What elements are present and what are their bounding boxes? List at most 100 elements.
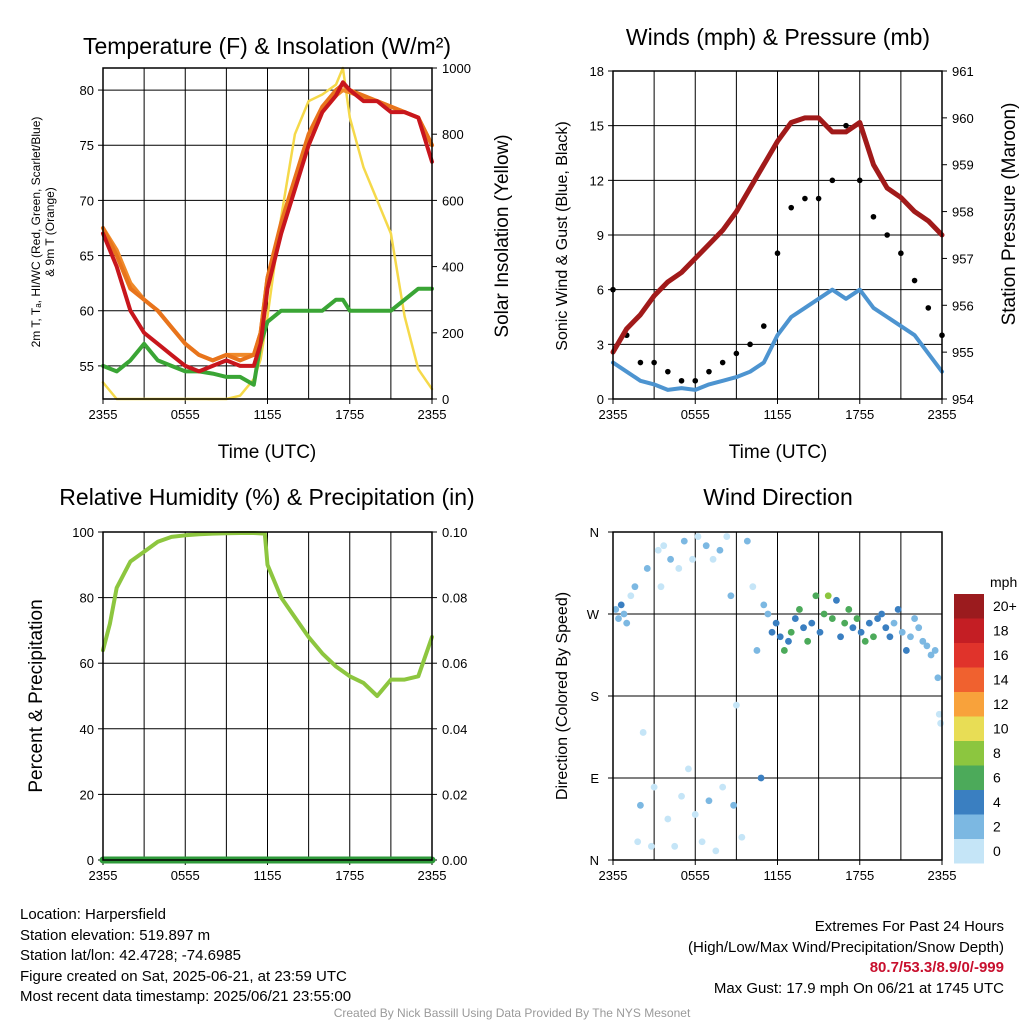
series-line-2m-t	[101, 80, 434, 374]
gust-point	[651, 359, 657, 366]
wind-direction-point	[824, 592, 832, 600]
wind-direction-point	[743, 537, 751, 545]
wind-direction-point	[615, 615, 622, 622]
wind-direction-point	[808, 619, 816, 627]
colorbar-label: 12	[993, 696, 1009, 712]
wind-x-axis-label: Time (UTC)	[729, 442, 828, 463]
x-tick-label: 0555	[171, 868, 200, 883]
credit-line: Created By Nick Bassill Using Data Provi…	[333, 1006, 691, 1020]
wind-direction-point	[620, 610, 628, 618]
wind-direction-point	[757, 774, 765, 782]
max-gust: Max Gust: 17.9 mph On 06/21 at 1745 UTC	[713, 979, 1004, 997]
plot-frame	[102, 531, 433, 861]
y-tick-label-right: 960	[952, 111, 974, 126]
colorbar-label: 6	[993, 770, 1001, 786]
wind-direction-point	[841, 619, 849, 627]
wind-direction-point	[845, 606, 853, 613]
wind-direction-point	[637, 801, 644, 809]
solar-y-axis-label: Solar Insolation (Yellow)	[492, 134, 513, 337]
colorbar-swatch	[954, 667, 984, 692]
y-tick-label-right: 400	[442, 260, 464, 275]
extremes-title: Extremes For Past 24 Hours	[814, 918, 1004, 935]
temperature-x-axis-label: Time (UTC)	[218, 442, 317, 463]
wind-direction-point	[800, 624, 807, 632]
y-tick-label-right: 959	[952, 158, 974, 173]
y-tick-label: 3	[597, 337, 604, 352]
recent-timestamp: Most recent data timestamp: 2025/06/21 2…	[20, 988, 352, 1005]
y-tick-label: 15	[590, 119, 604, 134]
humidity-y-axis-label: Percent & Precipitation	[26, 599, 47, 792]
wind-direction-point	[623, 619, 631, 627]
wind-direction-point	[902, 647, 910, 654]
colorbar-label: 10	[993, 721, 1009, 737]
x-tick-label: 2355	[599, 407, 628, 422]
direction-tick-label: S	[590, 689, 599, 704]
wind-direction-point	[675, 565, 683, 572]
gust-point	[747, 341, 753, 348]
x-tick-label: 1755	[845, 868, 874, 883]
wind-direction-point	[647, 842, 655, 850]
x-tick-label: 2355	[89, 407, 118, 422]
y-tick-label: 55	[80, 359, 94, 374]
wind-direction-point	[643, 565, 651, 572]
humidity-line	[101, 531, 434, 698]
wind-direction-point	[617, 601, 625, 609]
wind-direction-point	[712, 847, 720, 855]
gust-point	[706, 368, 712, 375]
wind-direction-point	[780, 647, 788, 654]
wind-direction-point	[931, 647, 939, 654]
wind-direction-point	[660, 542, 668, 550]
wind-direction-point	[684, 765, 692, 773]
wind-direction-point	[923, 642, 931, 650]
station-location: Location: Harpersfield	[20, 906, 166, 923]
wind-direction-point	[937, 719, 945, 727]
x-tick-label: 2355	[928, 407, 957, 422]
x-tick-label: 0555	[171, 407, 200, 422]
wind-direction-point	[664, 815, 672, 823]
y-tick-label-right: 0	[442, 392, 449, 407]
wind-direction-point	[768, 628, 776, 636]
wind-direction-point	[935, 710, 943, 718]
x-tick-label: 1155	[764, 868, 792, 883]
chart-marks: 2355 0555 1155 1755 235555606570758002004006…	[72, 61, 1017, 883]
y-tick-label: 9	[597, 228, 604, 243]
gust-point	[843, 122, 849, 129]
wind-direction-point	[878, 610, 886, 618]
wind-direction-point	[657, 583, 665, 591]
station-elevation: Station elevation: 519.897 m	[20, 926, 211, 944]
wind-direction-point	[865, 619, 873, 627]
wind-speed-line	[611, 287, 944, 392]
wind-direction-point	[927, 651, 935, 659]
y-tick-label-right: 1000	[442, 61, 471, 76]
colorbar-label: 18	[993, 623, 1009, 639]
y-tick-label: 60	[80, 304, 94, 319]
extremes-summary: Extremes For Past 24 Hours (High/Low/Max…	[688, 917, 1004, 999]
temperature-y-axis-label: 2m T, Tₐ, HI/WC (Red, Green, Scarlet/Blu…	[29, 117, 43, 348]
wind-direction-point	[787, 628, 795, 636]
gust-point	[829, 177, 836, 184]
wind-direction-point	[694, 533, 702, 540]
gust-point	[911, 277, 918, 284]
y-tick-label: 65	[80, 249, 94, 264]
colorbar-label: 2	[993, 819, 1001, 835]
wind-direction-point	[667, 555, 674, 563]
wind-direction-point	[639, 729, 647, 736]
humidity-chart: Relative Humidity (%) & Precipitation (i…	[26, 484, 475, 793]
direction-tick-label: E	[590, 771, 599, 786]
gust-point	[719, 359, 726, 366]
wind-direction-point	[709, 555, 717, 563]
y-tick-label: 6	[597, 283, 604, 298]
series-line-td	[101, 286, 434, 387]
wind-direction-point	[857, 628, 865, 636]
direction-tick-label: N	[590, 853, 599, 868]
y-tick-label: 20	[80, 787, 94, 802]
wind-direction-point	[627, 592, 635, 600]
y-tick-label-right: 956	[952, 298, 974, 313]
wind-direction-point	[791, 615, 799, 622]
direction-tick-label: N	[590, 525, 599, 540]
gust-point	[733, 350, 740, 357]
colorbar-swatch	[954, 790, 984, 815]
y-tick-label-right: 957	[952, 251, 974, 266]
gust-point	[856, 177, 863, 184]
